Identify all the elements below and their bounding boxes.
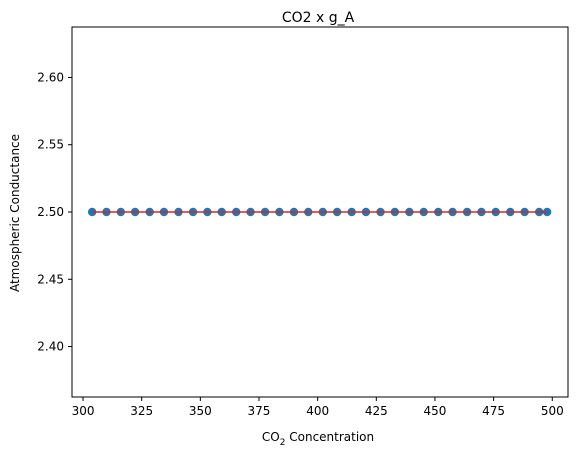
x-axis-label: CO2 Concentration (262, 430, 374, 448)
x-tick-label: 500 (541, 404, 564, 418)
y-axis: 2.40 2.45 2.50 2.55 2.60 (37, 70, 72, 354)
x-tick-label: 425 (365, 404, 388, 418)
x-axis: 300 325 350 375 400 425 450 475 500 (72, 397, 564, 418)
x-tick-label: 450 (424, 404, 447, 418)
x-tick-label: 400 (306, 404, 329, 418)
y-tick-label: 2.50 (37, 205, 64, 219)
x-tick-label: 325 (130, 404, 153, 418)
y-tick-label: 2.60 (37, 70, 64, 84)
x-tick-label: 375 (248, 404, 271, 418)
chart-title: CO2 x g_A (282, 10, 355, 26)
y-tick-label: 2.55 (37, 138, 64, 152)
y-tick-label: 2.40 (37, 340, 64, 354)
data-series (87, 207, 552, 217)
x-tick-label: 300 (72, 404, 95, 418)
y-axis-label: Atmospheric Conductance (8, 134, 22, 292)
y-tick-label: 2.45 (37, 272, 64, 286)
x-tick-label: 475 (482, 404, 505, 418)
x-tick-label: 350 (189, 404, 212, 418)
